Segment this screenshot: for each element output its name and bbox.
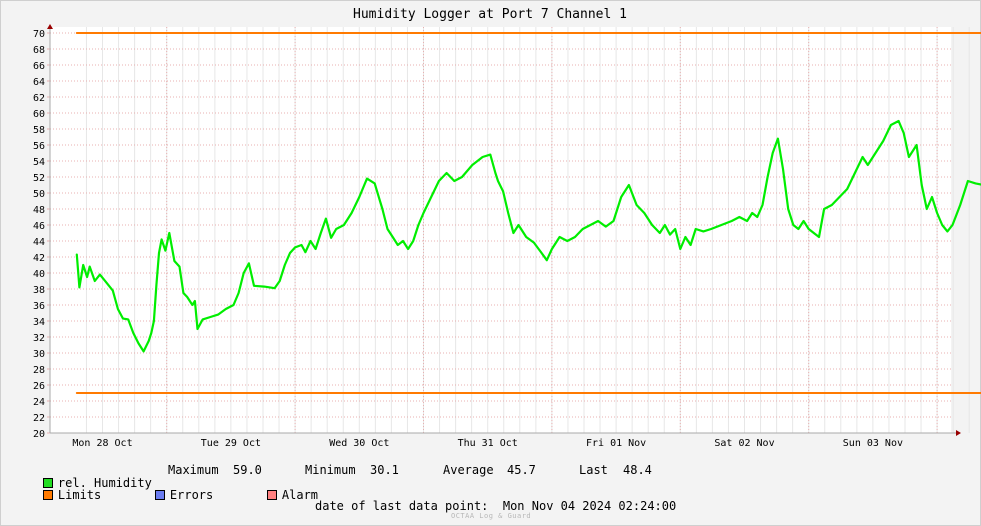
y-tick-label: 24: [33, 397, 45, 408]
y-tick-label: 34: [33, 317, 45, 328]
y-tick-label: 26: [33, 381, 45, 392]
plot-area: [50, 27, 951, 433]
y-tick-label: 62: [33, 93, 45, 104]
x-tick-label: Mon 28 Oct: [72, 438, 132, 449]
y-tick-label: 66: [33, 61, 45, 72]
watermark-text: OCTAA Log & Guard: [451, 512, 532, 520]
chart-title: Humidity Logger at Port 7 Channel 1: [353, 7, 627, 22]
y-tick-label: 46: [33, 221, 45, 232]
x-tick-label: Sun 03 Nov: [843, 438, 903, 449]
y-tick-label: 64: [33, 77, 45, 88]
x-tick-label: Wed 30 Oct: [329, 438, 389, 449]
y-tick-label: 28: [33, 365, 45, 376]
legend-errors: Errors: [126, 476, 213, 515]
stat-minimum-value: 30.1: [370, 463, 399, 477]
humidity-series-line: [75, 119, 981, 353]
y-tick-label: 44: [33, 237, 45, 248]
stat-maximum-value: 59.0: [233, 463, 262, 477]
legend-humidity-label: rel. Humidity: [57, 476, 152, 490]
y-tick-label: 36: [33, 301, 45, 312]
x-tick-label: Sat 02 Nov: [714, 438, 774, 449]
x-tick-label: Thu 31 Oct: [458, 438, 518, 449]
y-axis-arrow: [47, 24, 53, 29]
limits-swatch: [42, 490, 53, 500]
y-tick-label: 58: [33, 125, 45, 136]
alarm-swatch: [266, 490, 277, 500]
y-tick-label: 42: [33, 253, 45, 264]
legend-limits-label: Limits: [57, 488, 102, 502]
x-tick-label: Fri 01 Nov: [586, 438, 646, 449]
y-tick-label: 22: [33, 413, 45, 424]
y-tick-label: 48: [33, 205, 45, 216]
stat-average-label: Average: [443, 463, 494, 477]
stat-average-value: 45.7: [507, 463, 536, 477]
y-tick-label: 50: [33, 189, 45, 200]
y-tick-label: 54: [33, 157, 45, 168]
stat-last-label: Last: [579, 463, 608, 477]
errors-swatch: [154, 490, 165, 500]
x-tick-label: Tue 29 Oct: [201, 438, 261, 449]
y-tick-label: 68: [33, 45, 45, 56]
legend-alarm-label: Alarm: [281, 488, 319, 502]
legend-humidity: rel. Humidity: [14, 464, 152, 503]
stat-last-value: 48.4: [623, 463, 652, 477]
y-tick-label: 56: [33, 141, 45, 152]
legend-alarm: Alarm: [238, 476, 318, 515]
y-tick-label: 20: [33, 429, 45, 440]
stat-maximum-label: Maximum: [168, 463, 219, 477]
stat-minimum-label: Minimum: [305, 463, 356, 477]
y-tick-label: 30: [33, 349, 45, 360]
y-tick-label: 60: [33, 109, 45, 120]
x-axis-arrow: [956, 430, 961, 436]
last-data-point-text: date of last data point: Mon Nov 04 2024…: [315, 499, 677, 513]
legend-errors-label: Errors: [169, 488, 214, 502]
legend-limits: Limits: [14, 476, 101, 515]
y-tick-label: 32: [33, 333, 45, 344]
y-tick-label: 38: [33, 285, 45, 296]
y-tick-label: 52: [33, 173, 45, 184]
y-tick-label: 40: [33, 269, 45, 280]
y-tick-label: 70: [33, 29, 45, 40]
humidity-swatch: [42, 478, 53, 488]
